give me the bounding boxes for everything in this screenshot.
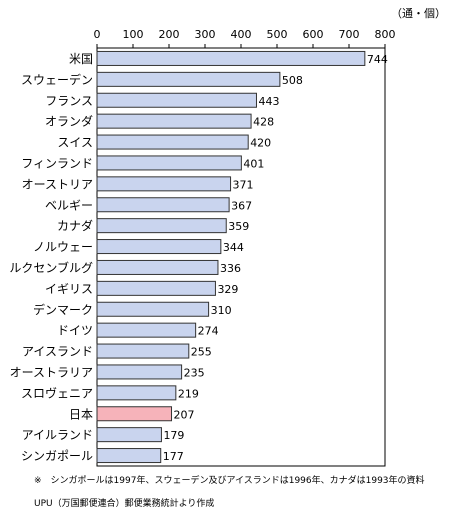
x-tick-label: 0 bbox=[94, 28, 101, 41]
data-label: 310 bbox=[211, 304, 232, 317]
category-label: ノルウェー bbox=[33, 240, 93, 254]
category-label: スイス bbox=[57, 136, 93, 150]
category-label: 米国 bbox=[69, 52, 93, 66]
bar bbox=[96, 427, 162, 443]
category-label: 日本 bbox=[69, 407, 93, 421]
x-tick-label: 200 bbox=[159, 28, 180, 41]
bar bbox=[96, 364, 183, 380]
data-label: 179 bbox=[163, 429, 184, 442]
bar bbox=[96, 176, 232, 192]
bar bbox=[96, 92, 257, 108]
data-label: 367 bbox=[231, 199, 252, 212]
bar bbox=[96, 197, 230, 213]
category-label: スウェーデン bbox=[21, 72, 93, 87]
data-label: 371 bbox=[233, 178, 254, 191]
data-label: 401 bbox=[243, 157, 264, 170]
data-label: 359 bbox=[228, 220, 249, 233]
x-tick-label: 800 bbox=[375, 28, 396, 41]
x-tick-label: 400 bbox=[231, 28, 252, 41]
plot-area bbox=[96, 47, 386, 467]
bar bbox=[96, 280, 216, 296]
unit-label: （通・個） bbox=[391, 7, 446, 20]
x-tick-label: 300 bbox=[195, 28, 216, 41]
data-label: 219 bbox=[178, 387, 199, 400]
data-label: 235 bbox=[184, 366, 205, 379]
x-axis-ticks: 0 100 200 300 400 500 600 700 800 bbox=[94, 28, 396, 48]
bar bbox=[96, 239, 222, 255]
data-label: 207 bbox=[174, 408, 195, 421]
data-label: 177 bbox=[163, 450, 184, 463]
data-label: 428 bbox=[253, 116, 274, 129]
footnote-years: ※ シンガポールは1997年、スウェーデン及びアイスランドは1996年、カナダは… bbox=[34, 476, 425, 486]
bar bbox=[96, 385, 177, 401]
bar bbox=[96, 448, 162, 464]
bar bbox=[96, 155, 242, 171]
bar bbox=[96, 322, 197, 338]
bar bbox=[96, 301, 210, 317]
bar bbox=[96, 50, 366, 66]
data-label: 274 bbox=[198, 325, 219, 338]
data-label: 443 bbox=[258, 95, 279, 108]
bar bbox=[96, 71, 281, 87]
data-label: 336 bbox=[220, 262, 241, 275]
x-tick-label: 500 bbox=[267, 28, 288, 41]
bar bbox=[96, 218, 227, 234]
bar-chart: 0 100 200 300 400 500 600 700 800 （通・個） 米国スウェーデン… bbox=[9, 7, 446, 467]
category-label: オランダ bbox=[45, 114, 93, 129]
category-label: オーストリア bbox=[22, 177, 93, 191]
category-label: ドイツ bbox=[57, 324, 93, 338]
data-label: 344 bbox=[223, 241, 244, 254]
category-label: イギリス bbox=[45, 282, 93, 296]
bar bbox=[96, 259, 219, 275]
category-label: スロヴェニア bbox=[21, 385, 93, 400]
category-labels: 米国スウェーデンフランスオランダスイスフィンランドオーストリアベルギーカナダノル… bbox=[9, 52, 93, 463]
category-label: アイルランド bbox=[22, 428, 93, 442]
category-label: シンガポール bbox=[21, 449, 93, 463]
bar bbox=[96, 134, 249, 150]
data-label: 420 bbox=[250, 137, 271, 150]
data-label: 508 bbox=[282, 74, 303, 87]
category-label: アイスランド bbox=[22, 345, 93, 359]
bar bbox=[96, 406, 173, 422]
x-tick-label: 100 bbox=[123, 28, 144, 41]
category-label: デンマーク bbox=[33, 302, 93, 317]
category-label: ベルギー bbox=[45, 198, 93, 212]
x-tick-label: 700 bbox=[339, 28, 360, 41]
bars bbox=[96, 50, 366, 464]
data-label: 744 bbox=[367, 53, 388, 66]
category-label: カナダ bbox=[57, 218, 93, 233]
category-label: フィンランド bbox=[21, 156, 93, 170]
footnote-source: UPU（万国郵便連合）郵便業務統計より作成 bbox=[34, 499, 215, 509]
category-label: オーストラリア bbox=[10, 365, 93, 379]
data-label: 255 bbox=[191, 346, 212, 359]
bar bbox=[96, 343, 190, 359]
bar bbox=[96, 113, 252, 129]
category-label: フランス bbox=[45, 94, 93, 108]
category-label: ルクセンブルグ bbox=[9, 260, 93, 275]
x-tick-label: 600 bbox=[303, 28, 324, 41]
data-label: 329 bbox=[217, 283, 238, 296]
